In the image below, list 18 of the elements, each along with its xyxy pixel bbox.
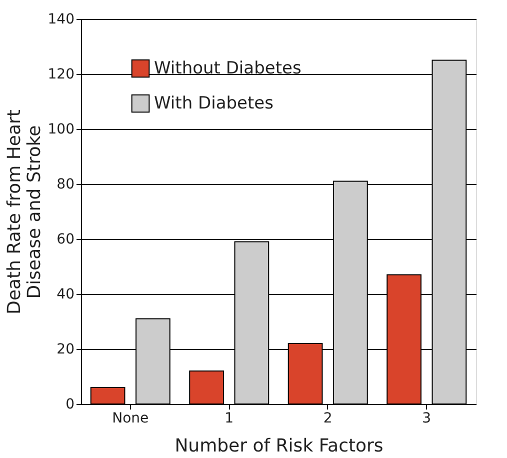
legend-label: With Diabetes xyxy=(154,94,274,114)
bar xyxy=(90,387,126,404)
x-tick-label: 1 xyxy=(224,410,234,426)
legend-label: Without Diabetes xyxy=(154,58,302,78)
y-tick-label: 140 xyxy=(48,12,74,28)
y-axis-title: Death Rate from Heart Disease and Stroke xyxy=(4,110,45,314)
x-tick-label: None xyxy=(112,410,149,426)
x-tick-label: 3 xyxy=(422,410,432,426)
y-tick-label: 60 xyxy=(56,232,74,248)
y-tick-label: 20 xyxy=(56,342,74,358)
y-tick-label: 40 xyxy=(56,286,74,302)
y-tick-label: 120 xyxy=(48,66,74,82)
y-tick-label: 0 xyxy=(66,396,74,412)
y-tick-label: 100 xyxy=(48,122,74,138)
x-axis-title: Number of Risk Factors xyxy=(174,436,384,456)
y-tick-label: 80 xyxy=(56,176,74,192)
bar xyxy=(189,370,224,404)
x-tick-label: 2 xyxy=(323,410,332,426)
